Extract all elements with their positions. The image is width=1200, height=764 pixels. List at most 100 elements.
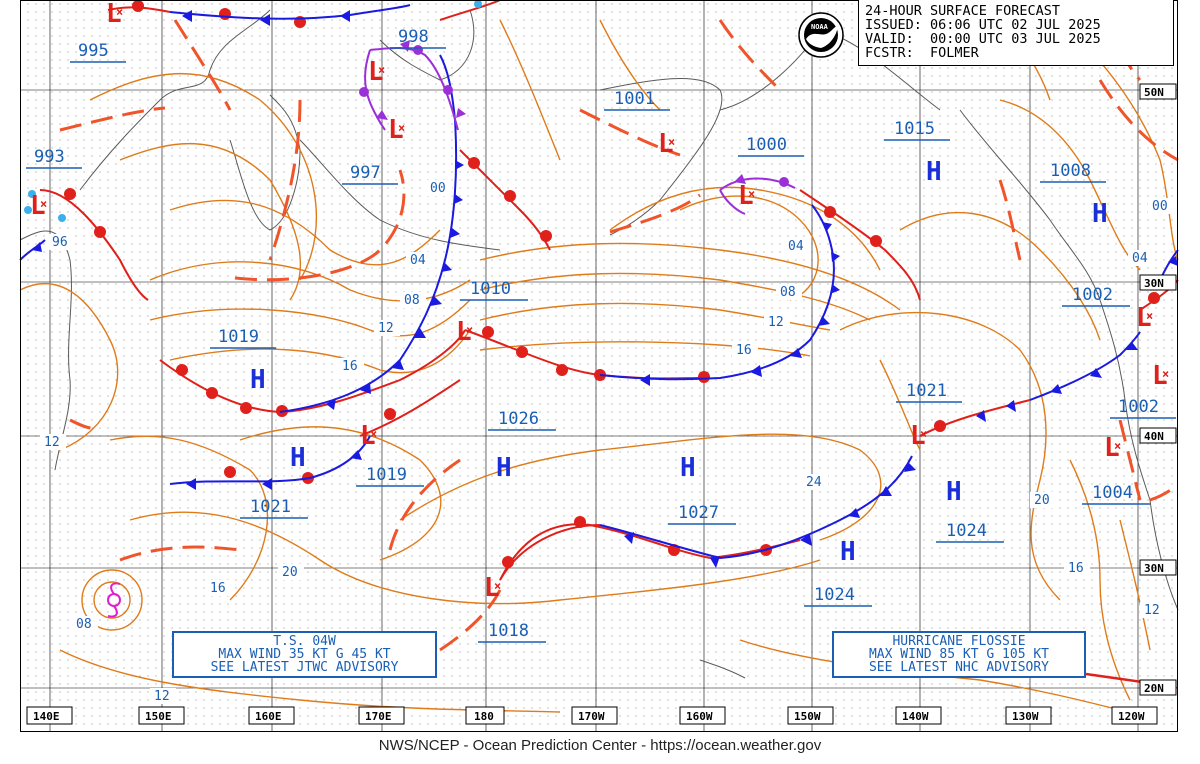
front-barb [414, 328, 426, 338]
isobar [999, 99, 1141, 271]
warm-front-bumps [64, 0, 1160, 568]
isobar [599, 19, 661, 111]
lon-label: 120W [1118, 710, 1145, 723]
isobar [679, 195, 819, 301]
isobar-label: 12 [378, 321, 394, 336]
front-barb [904, 462, 916, 472]
isobar-label-bg [278, 564, 304, 580]
front-barb [750, 365, 762, 377]
low-center-x: × [116, 5, 123, 19]
isobar-label: 16 [736, 343, 752, 358]
front-barb [800, 534, 812, 546]
pressure-values: 995 993 998 997 1001 1000 1015 1008 1010… [26, 27, 1176, 643]
pressure-value: 998 [398, 27, 429, 47]
low-center-symbol: L [658, 129, 674, 159]
low-center-symbol: L [368, 57, 384, 87]
front-barb [340, 10, 350, 22]
pressure-value: 995 [78, 41, 109, 61]
lon-label: 160E [255, 710, 282, 723]
lon-label-box [679, 706, 726, 725]
isobar [19, 283, 119, 451]
front-bump [58, 214, 66, 222]
forecast-title: 24-HOUR SURFACE FORECAST [865, 3, 1061, 19]
front-barb [1168, 256, 1178, 266]
trough [268, 99, 302, 261]
isobar [1069, 459, 1131, 701]
lon-label-box [138, 706, 185, 725]
high-center-symbol: H [946, 477, 962, 507]
isobar-label: 16 [1068, 561, 1084, 576]
latitude-labels: 50N 40N 30N 20N 30N [1139, 83, 1177, 696]
isobars [19, 19, 1179, 713]
high-center-symbol: H [290, 443, 306, 473]
front-barb [392, 360, 404, 370]
trough [69, 418, 101, 430]
isobar [169, 329, 471, 374]
coastline-bc [959, 109, 1101, 301]
lat-label: 50N [1144, 86, 1164, 99]
isobar [119, 143, 302, 301]
front-bump [94, 226, 106, 238]
occluded-symbols [359, 40, 789, 187]
coastline-hawaii [699, 659, 746, 679]
tropical-storm-advisory: T.S. 04W MAX WIND 35 KT G 45 KT SEE LATE… [172, 631, 437, 678]
isobar-label-bg [48, 234, 74, 250]
logo-bird [806, 26, 838, 48]
advisory-line: SEE LATEST NHC ADVISORY [868, 660, 1049, 675]
lon-label-box [26, 706, 73, 725]
graticule [20, 0, 1178, 732]
isobar-label: 00 [430, 181, 446, 196]
front-bump [132, 0, 144, 12]
isobar-label-bg [374, 320, 400, 336]
forecast-issued: ISSUED: 06:06 UTC 02 JUL 2025 [865, 17, 1101, 33]
lat-label-box [1139, 427, 1177, 444]
front-barb [830, 284, 840, 294]
isobar-label-bg [150, 688, 176, 704]
advisory-line: HURRICANE FLOSSIE [892, 634, 1026, 649]
low-center-x: × [1146, 309, 1153, 323]
isobar [479, 341, 811, 357]
front-barb [350, 450, 362, 460]
pressure-value: 1019 [366, 465, 407, 485]
longitude-labels: 140E 150E 160E 170E 180 170W 160W 150W 1… [26, 706, 1158, 725]
low-center-x: × [370, 427, 377, 441]
coastline-kurils [299, 139, 501, 251]
forecast-forecaster: FCSTR: FOLMER [865, 45, 979, 61]
pressure-value: 1027 [678, 503, 719, 523]
forecast-valid: VALID: 00:00 UTC 03 JUL 2025 [865, 31, 1101, 47]
pressure-value: 1002 [1118, 397, 1159, 417]
front-barb [624, 532, 634, 544]
trough [439, 589, 502, 652]
isobar-label-bg [764, 314, 790, 330]
trough [579, 108, 681, 157]
lat-label-box [1139, 679, 1177, 696]
cold-front-barbs [32, 10, 1178, 568]
front-barb [430, 296, 442, 306]
stationary-front-asia [24, 0, 482, 222]
isobar [479, 272, 871, 321]
front-barb [262, 478, 272, 490]
low-center-x: × [494, 579, 501, 593]
isobar-tc-outer [81, 569, 143, 631]
lon-label: 150E [145, 710, 172, 723]
low-center-x: × [398, 121, 405, 135]
front-barb [818, 316, 830, 326]
high-center-symbol: H [250, 365, 266, 395]
low-center-x: × [1162, 367, 1169, 381]
isobar-label-bg [1030, 492, 1056, 508]
cold-front [169, 4, 411, 20]
lon-label: 140W [902, 710, 929, 723]
isobar [479, 302, 831, 331]
isobar-label: 04 [1132, 251, 1148, 266]
occluded-front [369, 47, 459, 131]
front-bump [870, 235, 882, 247]
front-barb [1050, 384, 1062, 394]
isobar-label-bg [784, 238, 810, 254]
lon-label-box [248, 706, 295, 725]
cold-front [279, 54, 458, 413]
isobar [739, 639, 1121, 711]
hurricane-advisory: HURRICANE FLOSSIE MAX WIND 85 KT G 105 K… [832, 631, 1086, 678]
isobar-label-bg [40, 434, 66, 450]
low-center-symbol: L [1136, 303, 1152, 333]
low-center-symbol: L [738, 181, 754, 211]
